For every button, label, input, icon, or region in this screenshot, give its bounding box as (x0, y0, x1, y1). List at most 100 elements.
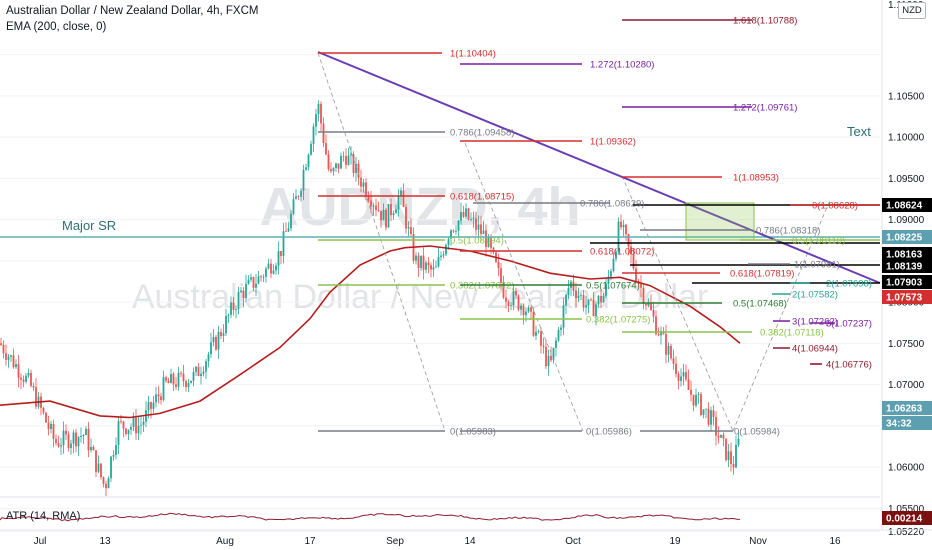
major-sr-label: Major SR (62, 218, 116, 233)
candle-body (150, 402, 152, 409)
fib-level-label: 0(1.05983) (450, 427, 496, 438)
candle-body (545, 346, 547, 367)
candle-body (392, 213, 395, 216)
fib-level-label: 0(1.08628) (812, 201, 858, 212)
fib-level-label: 1.272(1.09761) (733, 103, 797, 114)
candle-body (280, 251, 282, 256)
candle-body (130, 426, 132, 430)
candle-body (22, 379, 25, 382)
candle-body (622, 224, 625, 228)
candle-body (677, 373, 680, 382)
candle-body (427, 262, 430, 266)
atr-legend: ATR (14, RMA) (6, 510, 80, 522)
candle-body (320, 103, 322, 124)
price-tag (882, 290, 932, 304)
candle-body (157, 394, 160, 397)
candle-body (635, 268, 637, 282)
candle-body (367, 196, 370, 201)
candle-body (90, 446, 92, 451)
candle-body (270, 263, 272, 274)
candle-body (197, 366, 200, 377)
candle-body (600, 295, 602, 303)
candle-body (710, 410, 712, 425)
candle-body (447, 238, 450, 246)
candle-body (80, 436, 82, 437)
candle-body (417, 255, 420, 268)
x-axis-tick-label: 16 (829, 536, 841, 547)
candle-body (147, 402, 150, 411)
candle-body (240, 290, 242, 292)
fib-level-label: 0.5(1.07674) (586, 281, 640, 292)
candle-body (585, 305, 587, 308)
candle-body (187, 383, 190, 388)
candle-body (720, 434, 722, 438)
candle-body (222, 333, 225, 336)
candle-body (160, 396, 162, 401)
candle-body (77, 436, 80, 447)
fib-level-label: 4(1.06776) (826, 360, 872, 371)
indicator-legend: EMA (200, close, 0) (6, 21, 107, 33)
candle-body (667, 345, 670, 355)
candle-body (305, 167, 307, 170)
candle-body (725, 438, 727, 461)
candle-body (530, 307, 532, 312)
candle-body (235, 309, 237, 311)
candle-body (672, 358, 675, 364)
candle-body (620, 221, 622, 228)
price-tag (882, 511, 932, 525)
candle-body (455, 230, 457, 232)
fib-level-label: 0.618(1.08715) (450, 192, 514, 203)
candle-body (482, 230, 485, 235)
candle-body (582, 294, 585, 308)
candle-body (650, 303, 652, 310)
y-axis-tick-label: 1.07000 (888, 380, 925, 391)
candle-body (445, 245, 447, 255)
candle-body (612, 258, 615, 272)
candle-body (487, 236, 490, 247)
candle-body (317, 103, 320, 115)
watermark-ticker: AUDNZD, 4h (260, 177, 581, 237)
fib-level-label: 1.618(1.10788) (733, 16, 797, 27)
price-tag-label: 1.08139 (886, 262, 923, 273)
candle-body (180, 372, 182, 374)
candle-body (432, 267, 435, 270)
candle-body (727, 451, 730, 461)
candle-body (217, 331, 220, 350)
candle-body (437, 256, 440, 267)
candle-body (712, 410, 715, 418)
candle-body (660, 331, 662, 336)
candle-body (500, 268, 502, 283)
candle-body (352, 154, 355, 174)
fib-level-label: 0(1.05986) (586, 427, 632, 438)
candle-body (435, 266, 437, 268)
candle-body (670, 345, 672, 359)
candle-body (467, 208, 470, 220)
y-axis-tick-label: 1.05220 (888, 527, 925, 538)
candle-body (592, 299, 595, 317)
candle-body (505, 297, 507, 302)
candle-body (45, 412, 47, 423)
candle-body (325, 143, 327, 155)
candle-body (35, 387, 37, 407)
candle-body (230, 302, 232, 315)
candle-body (227, 314, 230, 316)
candle-body (730, 451, 732, 465)
candle-body (692, 394, 695, 406)
candle-body (560, 327, 562, 330)
candle-body (695, 394, 697, 406)
candle-body (212, 336, 215, 343)
candle-body (117, 421, 120, 446)
candle-body (515, 291, 517, 296)
candle-body (430, 265, 432, 270)
x-axis-tick-label: 17 (304, 536, 316, 547)
candle-body (255, 283, 257, 288)
candle-body (687, 379, 690, 390)
candle-body (127, 429, 130, 435)
candle-body (595, 304, 597, 317)
currency-button[interactable]: NZD (898, 2, 926, 19)
candle-body (532, 311, 535, 336)
candle-body (225, 315, 227, 334)
fib-level-label: 3(1.07237) (826, 319, 872, 330)
fib-level-label: 0.5(1.08110) (792, 236, 845, 247)
